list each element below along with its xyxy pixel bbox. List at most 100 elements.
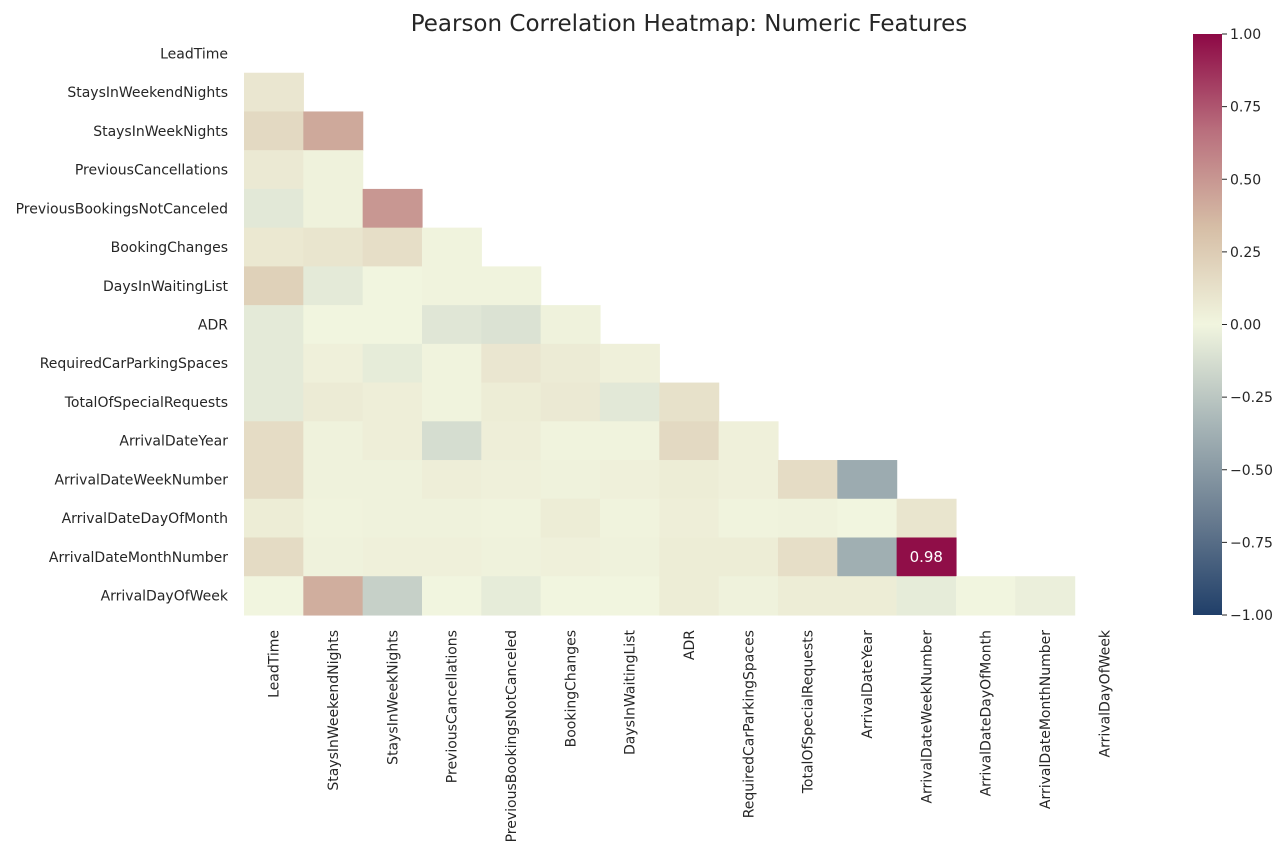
heatmap-cell	[362, 537, 423, 577]
heatmap-cell	[481, 266, 542, 306]
heatmap-cell	[481, 576, 542, 616]
colorbar-gradient	[1193, 34, 1222, 615]
colorbar-tick-label: 1.00	[1230, 27, 1261, 43]
y-tick-label: ArrivalDateWeekNumber	[54, 472, 228, 488]
heatmap-cell	[540, 343, 601, 384]
y-tick-label: DaysInWaitingList	[103, 279, 228, 295]
heatmap-cell	[599, 343, 660, 384]
x-tick-label: StaysInWeekendNights	[326, 630, 342, 791]
heatmap-cell	[540, 460, 601, 500]
y-tick-label: PreviousCancellations	[75, 163, 228, 179]
x-tick-label: ArrivalDateYear	[860, 630, 876, 739]
heatmap-cell	[362, 227, 423, 267]
heatmap-cell	[777, 460, 838, 500]
y-tick-label: ADR	[198, 317, 228, 333]
heatmap-cell	[421, 382, 482, 422]
colorbar-tick-label: 0.00	[1230, 318, 1261, 334]
heatmap-cell	[421, 537, 482, 577]
heatmap-cell	[303, 421, 364, 461]
y-tick-labels: LeadTime StaysInWeekendNights StaysInWeekN…	[16, 46, 229, 604]
heatmap-cell	[421, 305, 482, 345]
x-tick-label: ArrivalDateDayOfMonth	[979, 630, 995, 796]
heatmap-cell	[540, 421, 601, 461]
heatmap-cell	[659, 460, 720, 500]
heatmap-cell	[599, 498, 660, 539]
heatmap-cell	[303, 188, 364, 229]
heatmap-cell	[421, 498, 482, 539]
heatmap-cell	[896, 498, 957, 539]
heatmap-cell	[244, 537, 304, 577]
heatmap-cell	[777, 537, 838, 577]
heatmap-cell	[421, 266, 482, 306]
cell-annotations: 0.98	[910, 548, 943, 566]
x-tick-label: ArrivalDateWeekNumber	[919, 630, 935, 804]
heatmap-cell	[244, 150, 304, 190]
x-tick-labels: LeadTime StaysInWeekendNights StaysInWeekN…	[267, 629, 1114, 842]
x-tick-label: PreviousCancellations	[445, 630, 461, 783]
heatmap-cell	[718, 498, 779, 539]
y-tick-label: ArrivalDateMonthNumber	[49, 550, 228, 566]
heatmap-cell	[244, 460, 304, 500]
x-tick-label: PreviousBookingsNotCanceled	[504, 630, 520, 842]
heatmap-cell	[244, 305, 304, 345]
heatmap-cell	[540, 498, 601, 539]
heatmap-cell	[421, 460, 482, 500]
heatmap-cell	[837, 498, 898, 539]
heatmap-cell	[303, 111, 364, 151]
heatmap-cell	[244, 498, 304, 539]
heatmap-cell	[481, 498, 542, 539]
colorbar: 1.00 0.75 0.50 0.25 0.00 −0.25 −0.50 −0.75 −1.00	[1193, 27, 1273, 624]
heatmap-cell	[540, 576, 601, 616]
y-tick-label: TotalOfSpecialRequests	[64, 395, 228, 411]
heatmap-cells	[244, 72, 1076, 616]
heatmap-cell	[481, 382, 542, 422]
heatmap-cell	[955, 576, 1016, 616]
heatmap-cell	[303, 460, 364, 500]
heatmap-cell	[303, 150, 364, 190]
heatmap-cell	[718, 460, 779, 500]
heatmap-cell	[540, 305, 601, 345]
heatmap-cell	[421, 227, 482, 267]
heatmap-cell	[599, 460, 660, 500]
x-tick-label: TotalOfSpecialRequests	[801, 630, 817, 794]
heatmap-cell	[362, 576, 423, 616]
colorbar-tick-label: 0.50	[1230, 172, 1261, 188]
heatmap-cell	[303, 576, 364, 616]
y-tick-label: RequiredCarParkingSpaces	[40, 356, 228, 372]
heatmap-cell	[718, 537, 779, 577]
heatmap-cell	[421, 343, 482, 384]
heatmap-cell	[659, 421, 720, 461]
heatmap-cell	[481, 305, 542, 345]
x-tick-label: BookingChanges	[563, 630, 579, 747]
x-tick-label: ArrivalDateMonthNumber	[1038, 630, 1054, 809]
heatmap-cell	[481, 421, 542, 461]
heatmap-cell	[362, 382, 423, 422]
heatmap-cell	[481, 537, 542, 577]
heatmap-cell	[599, 576, 660, 616]
heatmap-cell	[244, 188, 304, 229]
x-tick-label: ArrivalDayOfWeek	[1097, 629, 1113, 757]
y-tick-label: ArrivalDateYear	[119, 434, 228, 450]
heatmap-cell	[303, 537, 364, 577]
y-tick-label: PreviousBookingsNotCanceled	[16, 201, 228, 217]
heatmap-cell	[303, 498, 364, 539]
heatmap-cell	[599, 537, 660, 577]
heatmap-cell	[362, 421, 423, 461]
heatmap-cell	[896, 537, 957, 577]
heatmap-cell	[481, 460, 542, 500]
heatmap-cell	[421, 421, 482, 461]
heatmap-cell	[362, 305, 423, 345]
colorbar-tick-label: 0.75	[1230, 100, 1261, 116]
heatmap-cell	[659, 498, 720, 539]
heatmap-cell	[244, 227, 304, 267]
heatmap-cell	[718, 576, 779, 616]
y-tick-label: ArrivalDateDayOfMonth	[62, 511, 228, 527]
x-tick-label: ADR	[682, 630, 698, 660]
y-tick-label: BookingChanges	[111, 240, 228, 256]
heatmap-cell	[659, 537, 720, 577]
heatmap-cell	[777, 498, 838, 539]
heatmap-cell	[303, 343, 364, 384]
heatmap-cell	[244, 421, 304, 461]
colorbar-tick-label: −1.00	[1230, 608, 1273, 624]
heatmap-cell	[837, 576, 898, 616]
